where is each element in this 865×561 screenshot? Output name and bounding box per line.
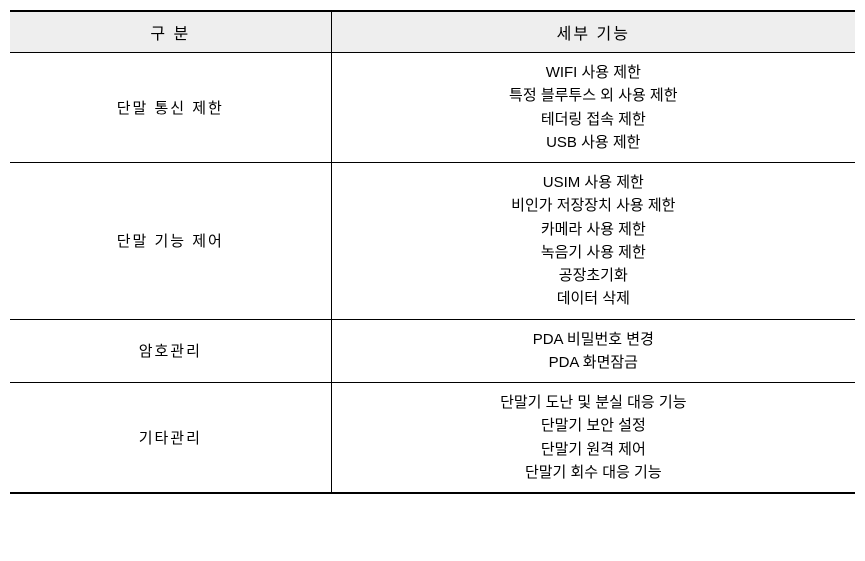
detail-cell: 단말기 도난 및 분실 대응 기능단말기 보안 설정단말기 원격 제어단말기 회…	[331, 383, 855, 494]
category-cell: 단말 통신 제한	[10, 53, 331, 163]
table-body: 단말 통신 제한WIFI 사용 제한특정 블루투스 외 사용 제한테더링 접속 …	[10, 53, 855, 494]
table-row: 암호관리PDA 비밀번호 변경PDA 화면잠금	[10, 319, 855, 383]
detail-cell: WIFI 사용 제한특정 블루투스 외 사용 제한테더링 접속 제한USB 사용…	[331, 53, 855, 163]
category-cell: 단말 기능 제어	[10, 163, 331, 320]
table-row: 단말 통신 제한WIFI 사용 제한특정 블루투스 외 사용 제한테더링 접속 …	[10, 53, 855, 163]
table-header-row: 구 분 세부 기능	[10, 11, 855, 53]
table-row: 단말 기능 제어USIM 사용 제한비인가 저장장치 사용 제한카메라 사용 제…	[10, 163, 855, 320]
detail-cell: PDA 비밀번호 변경PDA 화면잠금	[331, 319, 855, 383]
detail-cell: USIM 사용 제한비인가 저장장치 사용 제한카메라 사용 제한녹음기 사용 …	[331, 163, 855, 320]
header-detail: 세부 기능	[331, 11, 855, 53]
header-category: 구 분	[10, 11, 331, 53]
category-cell: 기타관리	[10, 383, 331, 494]
table-row: 기타관리단말기 도난 및 분실 대응 기능단말기 보안 설정단말기 원격 제어단…	[10, 383, 855, 494]
feature-table: 구 분 세부 기능 단말 통신 제한WIFI 사용 제한특정 블루투스 외 사용…	[10, 10, 855, 494]
category-cell: 암호관리	[10, 319, 331, 383]
